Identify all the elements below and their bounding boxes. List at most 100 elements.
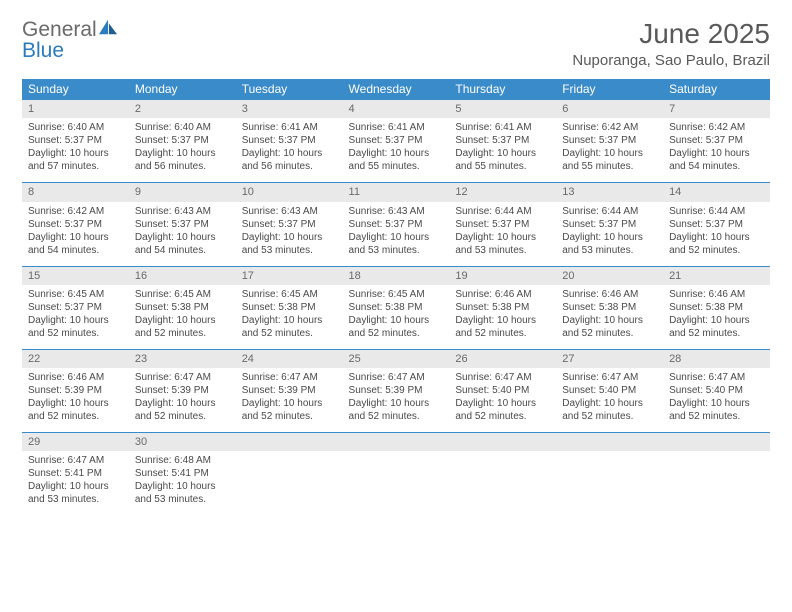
calendar-cell xyxy=(343,433,450,516)
day-number: 27 xyxy=(556,350,663,368)
day-content: Sunrise: 6:46 AMSunset: 5:38 PMDaylight:… xyxy=(449,285,556,349)
logo-sail-icon xyxy=(97,18,119,36)
day-content: Sunrise: 6:47 AMSunset: 5:39 PMDaylight:… xyxy=(236,368,343,432)
calendar-cell xyxy=(663,433,770,516)
day-number: 18 xyxy=(343,267,450,285)
calendar-cell: 19Sunrise: 6:46 AMSunset: 5:38 PMDayligh… xyxy=(449,266,556,349)
day-number: 1 xyxy=(22,100,129,118)
logo-word2: Blue xyxy=(22,39,64,62)
calendar-cell: 28Sunrise: 6:47 AMSunset: 5:40 PMDayligh… xyxy=(663,349,770,432)
weekday-header: Wednesday xyxy=(343,79,450,100)
calendar-cell: 21Sunrise: 6:46 AMSunset: 5:38 PMDayligh… xyxy=(663,266,770,349)
day-content: Sunrise: 6:47 AMSunset: 5:39 PMDaylight:… xyxy=(343,368,450,432)
calendar-cell: 10Sunrise: 6:43 AMSunset: 5:37 PMDayligh… xyxy=(236,183,343,266)
day-number: 19 xyxy=(449,267,556,285)
calendar-cell xyxy=(236,433,343,516)
calendar-cell: 24Sunrise: 6:47 AMSunset: 5:39 PMDayligh… xyxy=(236,349,343,432)
day-content: Sunrise: 6:45 AMSunset: 5:38 PMDaylight:… xyxy=(129,285,236,349)
weekday-header: Friday xyxy=(556,79,663,100)
day-number: 7 xyxy=(663,100,770,118)
day-number: 28 xyxy=(663,350,770,368)
day-content: Sunrise: 6:47 AMSunset: 5:40 PMDaylight:… xyxy=(663,368,770,432)
day-number: 24 xyxy=(236,350,343,368)
day-content: Sunrise: 6:47 AMSunset: 5:40 PMDaylight:… xyxy=(449,368,556,432)
weekday-header: Tuesday xyxy=(236,79,343,100)
page-title: June 2025 xyxy=(572,18,770,50)
calendar-cell: 15Sunrise: 6:45 AMSunset: 5:37 PMDayligh… xyxy=(22,266,129,349)
day-content: Sunrise: 6:41 AMSunset: 5:37 PMDaylight:… xyxy=(236,118,343,182)
day-number: 14 xyxy=(663,183,770,201)
day-number: 29 xyxy=(22,433,129,451)
calendar-cell: 18Sunrise: 6:45 AMSunset: 5:38 PMDayligh… xyxy=(343,266,450,349)
day-number: 20 xyxy=(556,267,663,285)
day-number: 26 xyxy=(449,350,556,368)
calendar-cell: 9Sunrise: 6:43 AMSunset: 5:37 PMDaylight… xyxy=(129,183,236,266)
calendar-cell: 13Sunrise: 6:44 AMSunset: 5:37 PMDayligh… xyxy=(556,183,663,266)
day-content: Sunrise: 6:42 AMSunset: 5:37 PMDaylight:… xyxy=(556,118,663,182)
location-subtitle: Nuporanga, Sao Paulo, Brazil xyxy=(572,52,770,69)
day-content: Sunrise: 6:47 AMSunset: 5:39 PMDaylight:… xyxy=(129,368,236,432)
calendar-cell: 20Sunrise: 6:46 AMSunset: 5:38 PMDayligh… xyxy=(556,266,663,349)
calendar-cell: 3Sunrise: 6:41 AMSunset: 5:37 PMDaylight… xyxy=(236,100,343,183)
day-content: Sunrise: 6:44 AMSunset: 5:37 PMDaylight:… xyxy=(663,202,770,266)
day-content: Sunrise: 6:40 AMSunset: 5:37 PMDaylight:… xyxy=(129,118,236,182)
day-number: 13 xyxy=(556,183,663,201)
day-content: Sunrise: 6:43 AMSunset: 5:37 PMDaylight:… xyxy=(236,202,343,266)
calendar-cell: 22Sunrise: 6:46 AMSunset: 5:39 PMDayligh… xyxy=(22,349,129,432)
calendar-cell: 26Sunrise: 6:47 AMSunset: 5:40 PMDayligh… xyxy=(449,349,556,432)
weekday-header: Thursday xyxy=(449,79,556,100)
calendar-cell: 12Sunrise: 6:44 AMSunset: 5:37 PMDayligh… xyxy=(449,183,556,266)
day-number: 10 xyxy=(236,183,343,201)
day-number: 25 xyxy=(343,350,450,368)
day-content: Sunrise: 6:45 AMSunset: 5:37 PMDaylight:… xyxy=(22,285,129,349)
day-number: 3 xyxy=(236,100,343,118)
day-content: Sunrise: 6:46 AMSunset: 5:38 PMDaylight:… xyxy=(663,285,770,349)
calendar-cell: 16Sunrise: 6:45 AMSunset: 5:38 PMDayligh… xyxy=(129,266,236,349)
day-number: 8 xyxy=(22,183,129,201)
calendar-cell: 11Sunrise: 6:43 AMSunset: 5:37 PMDayligh… xyxy=(343,183,450,266)
day-content: Sunrise: 6:42 AMSunset: 5:37 PMDaylight:… xyxy=(663,118,770,182)
day-number: 12 xyxy=(449,183,556,201)
calendar-cell: 4Sunrise: 6:41 AMSunset: 5:37 PMDaylight… xyxy=(343,100,450,183)
day-number: 2 xyxy=(129,100,236,118)
day-content: Sunrise: 6:44 AMSunset: 5:37 PMDaylight:… xyxy=(449,202,556,266)
calendar-cell: 14Sunrise: 6:44 AMSunset: 5:37 PMDayligh… xyxy=(663,183,770,266)
day-number: 30 xyxy=(129,433,236,451)
day-number: 16 xyxy=(129,267,236,285)
day-content: Sunrise: 6:45 AMSunset: 5:38 PMDaylight:… xyxy=(236,285,343,349)
day-number: 9 xyxy=(129,183,236,201)
calendar-cell: 2Sunrise: 6:40 AMSunset: 5:37 PMDaylight… xyxy=(129,100,236,183)
day-number: 23 xyxy=(129,350,236,368)
logo: GeneralBlue xyxy=(22,18,119,61)
day-content: Sunrise: 6:48 AMSunset: 5:41 PMDaylight:… xyxy=(129,451,236,515)
calendar-cell: 25Sunrise: 6:47 AMSunset: 5:39 PMDayligh… xyxy=(343,349,450,432)
day-number: 22 xyxy=(22,350,129,368)
calendar-cell: 7Sunrise: 6:42 AMSunset: 5:37 PMDaylight… xyxy=(663,100,770,183)
day-number: 11 xyxy=(343,183,450,201)
calendar-cell: 8Sunrise: 6:42 AMSunset: 5:37 PMDaylight… xyxy=(22,183,129,266)
day-content: Sunrise: 6:40 AMSunset: 5:37 PMDaylight:… xyxy=(22,118,129,182)
day-content: Sunrise: 6:47 AMSunset: 5:40 PMDaylight:… xyxy=(556,368,663,432)
day-number: 4 xyxy=(343,100,450,118)
calendar-cell: 17Sunrise: 6:45 AMSunset: 5:38 PMDayligh… xyxy=(236,266,343,349)
calendar-cell xyxy=(449,433,556,516)
day-number: 15 xyxy=(22,267,129,285)
calendar-cell: 23Sunrise: 6:47 AMSunset: 5:39 PMDayligh… xyxy=(129,349,236,432)
day-content: Sunrise: 6:41 AMSunset: 5:37 PMDaylight:… xyxy=(449,118,556,182)
calendar-table: SundayMondayTuesdayWednesdayThursdayFrid… xyxy=(22,79,770,515)
day-number: 21 xyxy=(663,267,770,285)
calendar-cell: 1Sunrise: 6:40 AMSunset: 5:37 PMDaylight… xyxy=(22,100,129,183)
weekday-header: Sunday xyxy=(22,79,129,100)
day-content: Sunrise: 6:42 AMSunset: 5:37 PMDaylight:… xyxy=(22,202,129,266)
calendar-cell: 27Sunrise: 6:47 AMSunset: 5:40 PMDayligh… xyxy=(556,349,663,432)
day-content: Sunrise: 6:47 AMSunset: 5:41 PMDaylight:… xyxy=(22,451,129,515)
day-content: Sunrise: 6:44 AMSunset: 5:37 PMDaylight:… xyxy=(556,202,663,266)
day-content: Sunrise: 6:43 AMSunset: 5:37 PMDaylight:… xyxy=(343,202,450,266)
calendar-cell: 29Sunrise: 6:47 AMSunset: 5:41 PMDayligh… xyxy=(22,433,129,516)
day-content: Sunrise: 6:41 AMSunset: 5:37 PMDaylight:… xyxy=(343,118,450,182)
calendar-cell: 5Sunrise: 6:41 AMSunset: 5:37 PMDaylight… xyxy=(449,100,556,183)
logo-text: GeneralBlue xyxy=(22,18,119,61)
day-content: Sunrise: 6:46 AMSunset: 5:39 PMDaylight:… xyxy=(22,368,129,432)
day-number: 6 xyxy=(556,100,663,118)
weekday-header: Saturday xyxy=(663,79,770,100)
